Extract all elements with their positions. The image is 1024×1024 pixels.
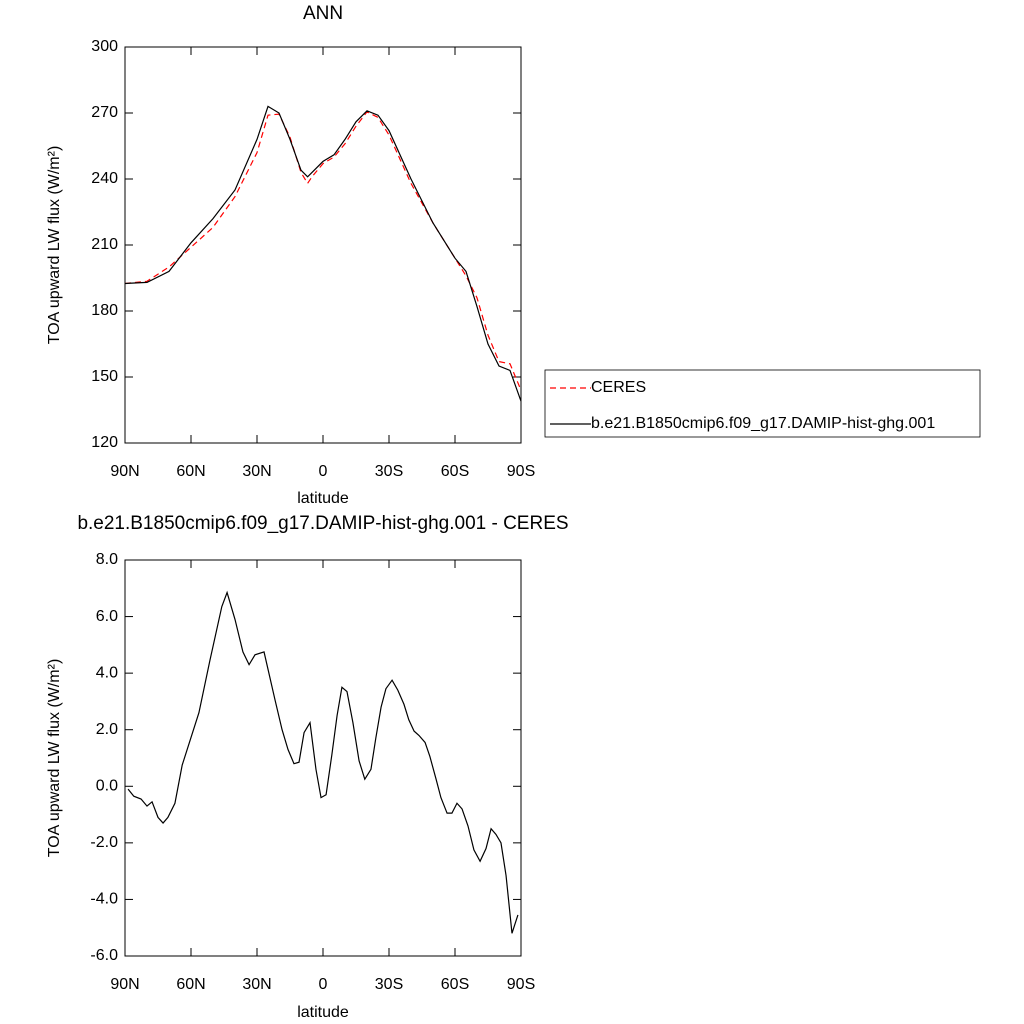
y-tick-label: 8.0 [96,551,118,568]
y-tick-label: 0.0 [96,778,118,795]
legend-label: b.e21.B1850cmip6.f09_g17.DAMIP-hist-ghg.… [591,415,935,432]
x-tick-label: 0 [319,976,328,993]
legend-box [544,369,981,438]
x-tick-label: 30N [242,976,271,993]
x-tick-label: 90N [110,976,139,993]
y-tick-label: 180 [91,302,118,319]
x-tick-label: 0 [319,463,328,480]
x-tick-label: 90S [507,463,535,480]
y-tick-label: 240 [91,170,118,187]
y-axis-label: TOA upward LW flux (W/m²) [46,659,63,858]
x-tick-label: 30N [242,463,271,480]
x-tick-label: 60S [441,463,469,480]
y-tick-label: -2.0 [90,834,118,851]
x-tick-label: 30S [375,463,403,480]
x-tick-label: 30S [375,976,403,993]
y-tick-label: 6.0 [96,608,118,625]
plot-frame [124,46,522,444]
x-tick-label: 60N [176,976,205,993]
data-line [124,105,522,402]
x-axis-label: latitude [297,490,349,507]
y-tick-label: 300 [91,38,118,55]
chart-title: ANN [303,3,343,24]
data-line [127,590,519,934]
y-axis-label: TOA upward LW flux (W/m²) [46,146,63,345]
y-tick-label: -4.0 [90,891,118,908]
x-tick-label: 60S [441,976,469,993]
chart-title: b.e21.B1850cmip6.f09_g17.DAMIP-hist-ghg.… [77,513,568,534]
x-tick-label: 60N [176,463,205,480]
y-tick-label: -6.0 [90,947,118,964]
legend-label: CERES [591,379,646,396]
y-tick-label: 4.0 [96,664,118,681]
y-tick-label: 210 [91,236,118,253]
x-tick-label: 90S [507,976,535,993]
x-tick-label: 90N [110,463,139,480]
y-tick-label: 150 [91,368,118,385]
y-tick-label: 120 [91,434,118,451]
x-axis-label: latitude [297,1004,349,1021]
y-tick-label: 2.0 [96,721,118,738]
y-tick-label: 270 [91,104,118,121]
